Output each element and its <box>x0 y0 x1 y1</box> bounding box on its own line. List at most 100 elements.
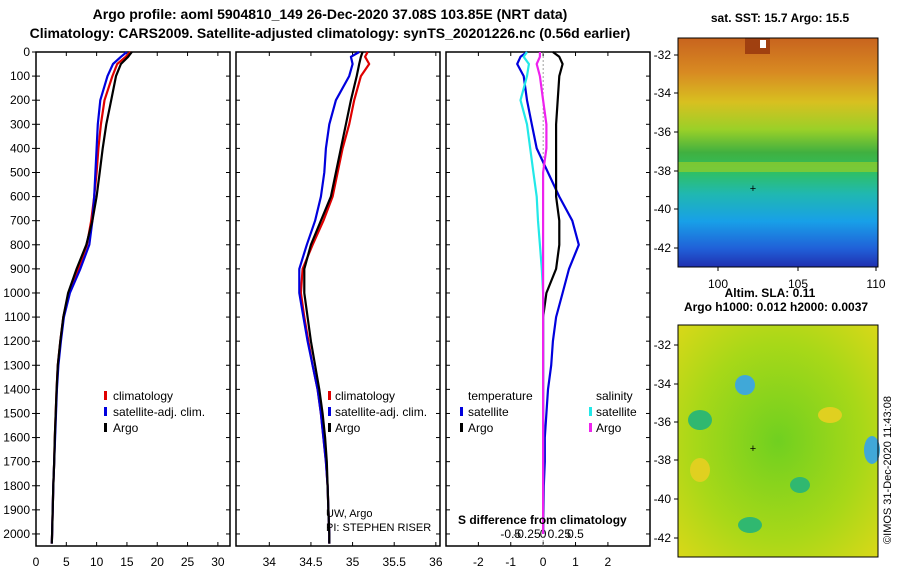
sla-high-2 <box>690 458 710 482</box>
ytick-label: 1300 <box>3 358 30 372</box>
legend-swatch-argo <box>104 423 107 432</box>
sst-hotspot-1 <box>745 38 770 54</box>
xtick-sal-label: 35.5 <box>383 555 407 569</box>
legend-swatch-sal-sat <box>589 407 592 416</box>
legend-swatch-temp-sat <box>460 407 463 416</box>
xtick-sal-label: 34 <box>263 555 277 569</box>
xtick-diff-label: 0 <box>540 555 547 569</box>
sst-map-image <box>678 38 878 267</box>
argo-position-marker-2: + <box>750 443 756 455</box>
lat-tick-label: -34 <box>654 377 672 391</box>
ytick-label: 1100 <box>4 310 30 324</box>
sla-map-title-1: Altim. SLA: 0.11 <box>725 286 816 300</box>
xtick-diff-top-label: -0.25 <box>513 527 541 541</box>
data-series <box>50 51 580 546</box>
sla-eddy-2 <box>864 436 880 464</box>
xtick-sal-label: 35 <box>346 555 360 569</box>
ytick-label: 1900 <box>3 503 30 517</box>
panel-frame-3 <box>445 51 651 547</box>
sla-eddy-1 <box>735 375 755 395</box>
legend-swatch-argo-2 <box>328 423 331 432</box>
series-diff-0 <box>516 51 580 535</box>
legend-swatch-satellite-2 <box>328 407 331 416</box>
xtick-diff-label: -2 <box>473 555 484 569</box>
legend-label-argo: Argo <box>113 421 139 435</box>
legend-label-temp-argo: Argo <box>468 421 494 435</box>
xtick-diff-label: -1 <box>505 555 516 569</box>
lon-tick-label: 100 <box>708 277 728 291</box>
xtick-temp-label: 30 <box>211 555 225 569</box>
lat-tick-label: -42 <box>654 531 672 545</box>
sst-warm-band <box>678 162 878 172</box>
ytick-label: 1600 <box>3 431 30 445</box>
ytick-label: 1700 <box>3 455 30 469</box>
legend-label-sal-sat: satellite <box>596 405 637 419</box>
legend-swatch-satellite <box>104 407 107 416</box>
legend-heading-salinity: salinity <box>596 389 633 403</box>
legend-swatch-climatology-2 <box>328 391 331 400</box>
sla-high-1 <box>818 407 842 423</box>
xtick-diff-label: 2 <box>605 555 612 569</box>
panel-frame-2 <box>235 51 441 547</box>
xtick-temp-label: 15 <box>120 555 134 569</box>
ytick-label: 2000 <box>3 527 30 541</box>
ytick-label: 300 <box>10 117 30 131</box>
legend-swatch-temp-argo <box>460 423 463 432</box>
pi-label: PI: STEPHEN RISER <box>326 522 431 534</box>
lat-tick-label: -42 <box>654 241 672 255</box>
axis-ticks: 0100200300400500600700800900100011001200… <box>3 45 650 569</box>
ytick-label: 800 <box>10 238 30 252</box>
legend-swatch-sal-argo <box>589 423 592 432</box>
legend-heading-temperature: temperature <box>468 389 533 403</box>
title-line-1: Argo profile: aoml 5904810_149 26-Dec-20… <box>92 6 568 22</box>
sst-land-patch <box>760 40 766 48</box>
legend-salinity: climatology satellite-adj. clim. Argo <box>328 389 427 435</box>
xtick-diff-top-label: 0.25 <box>548 527 572 541</box>
xtick-temp-label: 20 <box>151 555 165 569</box>
legend-label-sal-argo: Argo <box>596 421 622 435</box>
timestamp-stamp: ©IMOS 31-Dec-2020 11:43:08 <box>882 396 894 544</box>
lon-tick-label: 110 <box>866 277 885 291</box>
sla-eddy-4 <box>790 477 810 493</box>
legend-swatch-climatology <box>104 391 107 400</box>
xtick-temp-label: 25 <box>181 555 195 569</box>
xtick-temp-label: 10 <box>90 555 104 569</box>
legend-label-temp-sat: satellite <box>468 405 509 419</box>
ytick-label: 600 <box>10 190 30 204</box>
legend-temperature: climatology satellite-adj. clim. Argo <box>104 389 205 435</box>
lat-tick-label: -32 <box>654 338 672 352</box>
lon-tick-label: 105 <box>788 277 808 291</box>
legend-label-argo-2: Argo <box>335 421 361 435</box>
sst-map-axes: 100 105 110 -32 -34 -36 -38 -40 -42 <box>654 48 886 291</box>
legend-label-satellite-2: satellite-adj. clim. <box>335 405 427 419</box>
ytick-label: 0 <box>23 45 30 59</box>
ytick-label: 200 <box>10 93 30 107</box>
xtick-temp-label: 5 <box>63 555 70 569</box>
legend-label-satellite: satellite-adj. clim. <box>113 405 205 419</box>
source-label: UW, Argo <box>326 508 372 520</box>
sla-map: + <box>677 324 880 558</box>
legend-label-climatology-2: climatology <box>335 389 395 403</box>
lat-tick-label: -38 <box>654 453 672 467</box>
sst-map-frame <box>677 37 879 268</box>
series-temp-2 <box>50 51 133 544</box>
series-sal-1 <box>298 51 360 544</box>
diff-axis-title: S difference from climatology <box>458 513 627 527</box>
ytick-label: 900 <box>10 262 30 276</box>
lat-tick-label: -38 <box>654 164 672 178</box>
lat-tick-label: -36 <box>654 125 672 139</box>
ytick-label: 500 <box>10 165 30 179</box>
ytick-label: 100 <box>10 69 30 83</box>
ytick-label: 1800 <box>3 479 30 493</box>
ytick-label: 1200 <box>3 334 30 348</box>
series-diff-3 <box>535 52 548 534</box>
ytick-label: 1400 <box>3 382 30 396</box>
xtick-sal-label: 36 <box>429 555 443 569</box>
argo-position-marker: + <box>750 183 756 195</box>
series-temp-1 <box>50 51 128 544</box>
sla-map-image <box>678 325 878 557</box>
series-temp-0 <box>50 51 132 544</box>
sst-map: + <box>677 37 879 268</box>
series-sal-0 <box>299 51 371 544</box>
